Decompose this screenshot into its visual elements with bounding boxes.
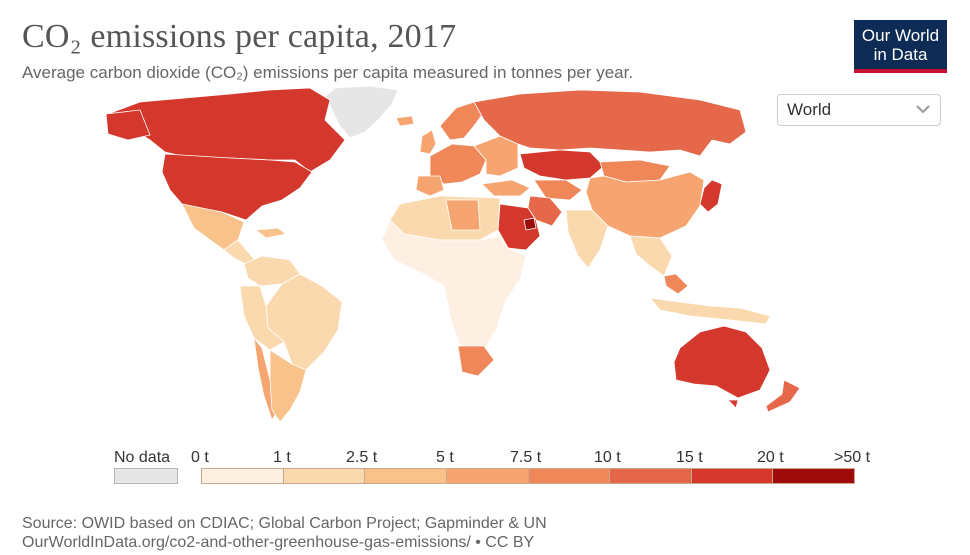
legend-bin-4[interactable] <box>527 468 611 484</box>
legend-label-2: 2.5 t <box>346 449 378 466</box>
legend-label-3: 5 t <box>436 449 454 466</box>
country-libya[interactable] <box>445 199 481 231</box>
country-sub-saharan-africa[interactable] <box>381 219 527 357</box>
source-note: Source: OWID based on CDIAC; Global Carb… <box>22 514 547 552</box>
country-argentina[interactable] <box>269 349 307 423</box>
country-greenland[interactable] <box>325 85 399 139</box>
legend-bin-7[interactable] <box>772 468 855 484</box>
world-map <box>105 85 801 423</box>
logo-line-2: in Data <box>873 44 928 64</box>
legend-bin-0[interactable] <box>201 468 284 484</box>
legend-label-last: >50 t <box>834 449 871 466</box>
logo-line-1: Our World <box>861 25 940 45</box>
country-japan-korea[interactable] <box>699 179 723 213</box>
country-tasmania[interactable] <box>727 399 739 409</box>
country-australia[interactable] <box>673 325 771 399</box>
country-kazakhstan[interactable] <box>519 149 605 181</box>
country-central-asia[interactable] <box>533 179 583 201</box>
country-usa-alaska[interactable] <box>105 109 151 141</box>
country-caribbean[interactable] <box>255 227 287 239</box>
country-peru-bolivia[interactable] <box>239 285 285 351</box>
legend-label-7: 20 t <box>757 449 784 466</box>
legend-bin-5[interactable] <box>609 468 692 484</box>
legend-label-0: 0 t <box>191 449 209 466</box>
country-malaysia[interactable] <box>663 273 689 295</box>
legend-bin-1[interactable] <box>282 468 366 484</box>
legend-no-data-swatch[interactable] <box>114 468 178 484</box>
country-north-africa[interactable] <box>389 195 501 241</box>
country-iberia[interactable] <box>415 175 445 197</box>
country-canada[interactable] <box>107 87 346 173</box>
legend-label-1: 1 t <box>273 449 291 466</box>
legend-bin-6[interactable] <box>690 468 774 484</box>
legend-label-6: 15 t <box>676 449 703 466</box>
country-scandinavia[interactable] <box>439 101 485 141</box>
country-turkey[interactable] <box>481 179 531 197</box>
owid-logo[interactable]: Our World in Data <box>854 20 947 73</box>
source-line-2[interactable]: OurWorldInData.org/co2-and-other-greenho… <box>22 534 535 551</box>
legend-no-data-label: No data <box>114 449 171 466</box>
source-line-1: Source: OWID based on CDIAC; Global Carb… <box>22 515 547 532</box>
region-select[interactable]: World <box>777 94 941 126</box>
legend: No data 0 t 1 t 2.5 t 5 t 7.5 t 10 t 15 … <box>0 445 970 495</box>
legend-bin-2[interactable] <box>364 468 447 484</box>
country-iceland[interactable] <box>395 115 415 127</box>
country-saudi-arabia[interactable] <box>497 203 541 251</box>
chart-subtitle: Average carbon dioxide (CO₂) emissions p… <box>22 63 634 82</box>
legend-label-4: 7.5 t <box>510 449 542 466</box>
country-united-states[interactable] <box>161 153 313 221</box>
region-select-value: World <box>787 100 832 119</box>
legend-bin-3[interactable] <box>445 468 529 484</box>
country-indonesia[interactable] <box>649 297 771 325</box>
country-russia[interactable] <box>473 89 747 157</box>
country-qatar-uae[interactable] <box>523 217 537 231</box>
country-united-kingdom[interactable] <box>419 129 437 155</box>
country-new-zealand[interactable] <box>765 379 801 413</box>
country-south-africa[interactable] <box>457 345 495 377</box>
country-southeast-asia[interactable] <box>629 235 673 277</box>
country-india[interactable] <box>565 209 609 269</box>
legend-label-5: 10 t <box>594 449 621 466</box>
chevron-down-icon <box>916 105 930 114</box>
chart-title: CO₂ emissions per capita, 2017 <box>22 18 457 55</box>
